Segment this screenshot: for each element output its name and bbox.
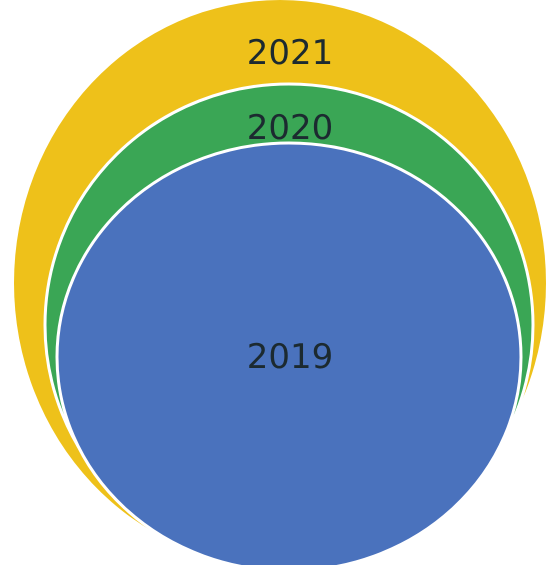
label-2019: 2019 xyxy=(247,337,334,377)
circle-2019 xyxy=(55,141,523,565)
label-2021: 2021 xyxy=(247,33,334,73)
label-2020: 2020 xyxy=(247,108,334,148)
